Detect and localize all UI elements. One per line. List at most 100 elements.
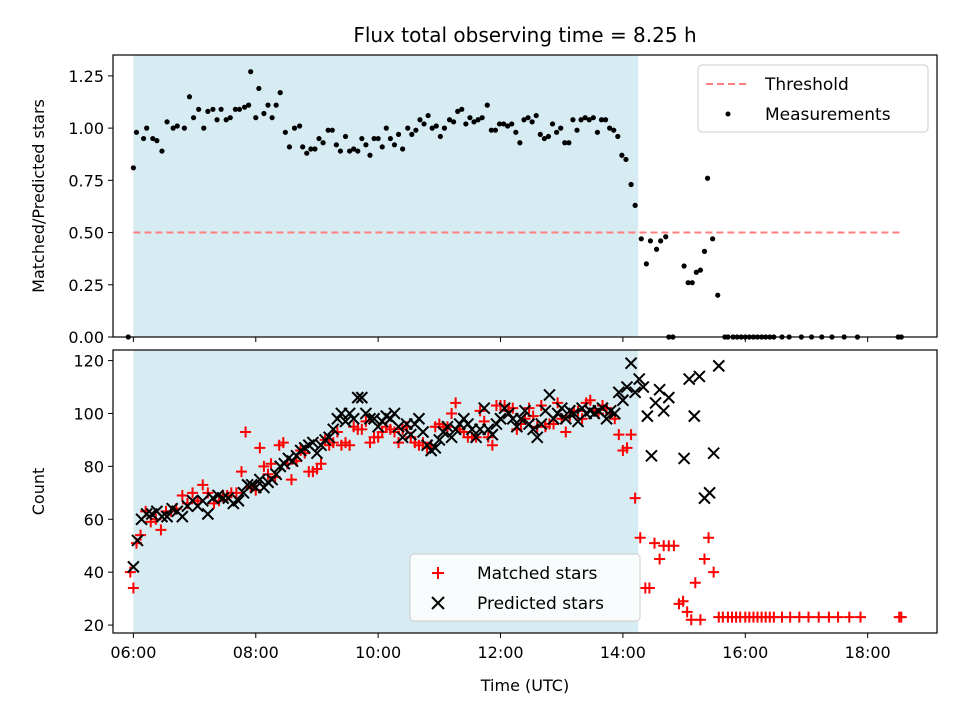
- matched-star-point: [285, 474, 297, 486]
- predicted-star-point: [707, 446, 720, 460]
- predicted-star-point: [526, 423, 540, 436]
- predicted-star-point: [269, 468, 283, 481]
- measurement-point: [159, 148, 165, 154]
- bottom-panel: 20 40 60 80 100 120 06:00 08:00 10:00 12:00 14:00…: [29, 349, 938, 695]
- top-legend-box: [697, 64, 929, 133]
- legend-measurements-label: Measurements: [765, 105, 891, 125]
- measurement-point: [525, 115, 531, 121]
- matched-star-point: [560, 426, 572, 438]
- measurement-point: [265, 102, 271, 108]
- bottom-legend-box: [409, 553, 641, 622]
- matched-star-point: [135, 529, 147, 541]
- top-y-axis-label: Matched/Predicted stars: [29, 99, 48, 293]
- measurement-point: [496, 121, 503, 127]
- measurement-point: [140, 135, 147, 142]
- matched-star-point: [265, 458, 277, 470]
- measurement-point: [545, 133, 552, 140]
- measurement-point: [201, 125, 207, 131]
- predicted-star-point: [429, 441, 442, 455]
- predicted-star-point: [494, 412, 507, 425]
- measurement-point: [253, 115, 259, 121]
- measurement-point: [300, 144, 306, 150]
- predicted-star-point: [559, 412, 572, 425]
- predicted-star-point: [600, 412, 613, 425]
- matched-star-point: [703, 532, 715, 544]
- measurement-point: [619, 152, 625, 158]
- top-legend: Threshold Measurements: [697, 64, 929, 133]
- measurement-point: [554, 129, 560, 135]
- measurement-point: [387, 135, 393, 142]
- predicted-star-point: [306, 436, 320, 449]
- matched-star-point: [187, 487, 199, 499]
- predicted-star-point: [160, 510, 174, 523]
- measurement-point: [241, 104, 248, 110]
- measurement-point: [351, 146, 357, 152]
- predicted-star-point: [616, 394, 630, 407]
- measurement-point: [261, 110, 267, 117]
- bottom-x-ticks: 06:00 08:00 10:00 12:00 14:00 16:00 18:00: [110, 633, 891, 662]
- measurement-point: [500, 121, 507, 127]
- top-axes-frame: [112, 54, 938, 338]
- measurement-point: [325, 127, 331, 133]
- predicted-star-point: [201, 507, 215, 521]
- legend-predicted-label: Predicted stars: [477, 594, 604, 614]
- measurement-point: [533, 112, 539, 119]
- measurement-point: [455, 108, 461, 114]
- measurement-point: [375, 135, 381, 142]
- predicted-star-point: [555, 401, 568, 415]
- measurement-point: [647, 238, 654, 244]
- measurement-point: [190, 115, 197, 121]
- matched-star-point: [486, 439, 498, 451]
- measurement-point: [333, 142, 339, 148]
- matched-star-point: [708, 566, 720, 578]
- measurement-point: [598, 117, 605, 123]
- predicted-star-point: [392, 420, 405, 433]
- measurement-point: [537, 131, 543, 137]
- measurement-point: [210, 106, 216, 112]
- predicted-star-point: [641, 409, 654, 423]
- measurement-point: [681, 263, 687, 269]
- measurement-point: [308, 146, 314, 152]
- matched-star-point: [254, 442, 266, 454]
- x-tick-label: 08:00: [233, 643, 279, 662]
- bottom-y-tick-label: 60: [84, 510, 104, 529]
- matched-star-point: [235, 466, 247, 478]
- bottom-y-tick-label: 120: [73, 352, 104, 371]
- measurement-point: [130, 165, 136, 171]
- measurement-point: [316, 135, 322, 142]
- predicted-star-point: [662, 391, 675, 404]
- matched-star-point: [698, 553, 710, 565]
- matched-star-point: [629, 492, 641, 504]
- predicted-star-point: [612, 386, 626, 399]
- matched-star-point: [843, 611, 855, 623]
- measurement-point: [570, 117, 576, 123]
- measurement-point: [379, 144, 385, 150]
- x-tick-label: 16:00: [722, 643, 768, 662]
- top-y-tick-label: 0.50: [68, 224, 104, 243]
- predicted-star-point: [367, 412, 381, 425]
- measurement-point: [643, 261, 649, 267]
- measurement-point: [363, 142, 369, 148]
- measurement-point: [437, 133, 443, 140]
- measurement-point: [658, 238, 664, 244]
- measurement-point: [441, 125, 448, 131]
- measurement-point: [150, 135, 156, 142]
- predicted-star-point: [645, 449, 658, 463]
- measurement-point: [417, 117, 423, 123]
- matched-star-point: [240, 426, 252, 438]
- measurement-point: [521, 117, 527, 123]
- measurement-point: [459, 106, 465, 112]
- predicted-star-point: [155, 510, 169, 523]
- matched-star-point: [895, 611, 907, 623]
- bottom-y-axis-label: Count: [29, 468, 48, 516]
- measurement-point: [663, 234, 669, 240]
- predicted-star-point: [416, 425, 430, 439]
- legend-predicted-swatch: [431, 596, 445, 610]
- measurement-point: [505, 123, 511, 129]
- matched-star-point: [649, 537, 661, 549]
- predicted-star-point: [347, 412, 360, 425]
- measurement-point: [425, 112, 431, 119]
- measurement-point: [582, 115, 588, 121]
- x-tick-label: 10:00: [355, 643, 401, 662]
- measurement-point: [433, 123, 439, 129]
